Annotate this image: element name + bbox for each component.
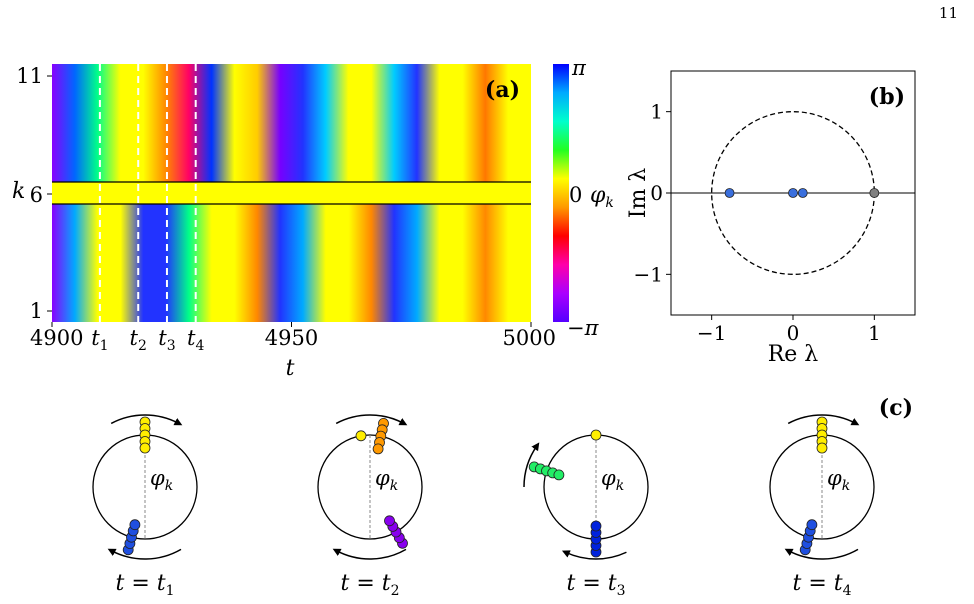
snapshot-caption: t = t2 xyxy=(340,571,399,599)
marked-time-labels: t1 t2 t3 t4 xyxy=(91,326,204,354)
colorbar-tick-minus-pi: −π xyxy=(567,316,600,340)
panel-c-snapshots: (c) φk t = t1 φk t = t2 φk t = t3 φk t = t4 xyxy=(92,395,913,599)
marked-time-lines xyxy=(98,64,197,322)
panel-c-label: (c) xyxy=(879,395,913,421)
panel-a-heatmap: (a) 11 6 1 k 4900 4950 5000 t1 t2 t3 t4 t π 0… xyxy=(12,56,614,381)
marked-time-label-2: t2 xyxy=(130,326,147,354)
b-xtick-label-1: 0 xyxy=(787,321,800,345)
snapshot-2: φk t = t2 xyxy=(317,414,423,599)
oscillator-2-1 xyxy=(806,519,818,531)
panel-b-content xyxy=(671,111,915,275)
b-ytick-label-0: 1 xyxy=(650,100,663,124)
rotation-arrow-2 xyxy=(561,550,627,560)
rotation-arrow-2 xyxy=(332,548,407,560)
colorbar-label: φk xyxy=(590,183,614,211)
panel-a-label: (a) xyxy=(485,77,520,103)
oscillator-2-1 xyxy=(129,519,141,531)
ytick-11: 11 xyxy=(16,64,43,88)
marked-time-label-3: t3 xyxy=(158,326,175,354)
oscillator-3-1 xyxy=(384,515,395,527)
b-ytick-label-2: −1 xyxy=(634,262,663,286)
snapshot-1: φk t = t1 xyxy=(92,414,198,599)
eigenvalue-point-3 xyxy=(797,188,808,198)
colorbar xyxy=(553,64,569,322)
eigenvalue-point-4 xyxy=(869,188,880,198)
snapshot-3: φk t = t3 xyxy=(523,429,649,599)
oscillator-1-1 xyxy=(139,442,151,454)
xtick-label-1: 4950 xyxy=(265,326,318,350)
rotation-arrow-1 xyxy=(335,414,408,426)
rotation-arrow-1 xyxy=(523,442,540,488)
angle-label: φk xyxy=(827,466,850,494)
rotation-arrow-1 xyxy=(110,414,183,426)
colorbar-tick-pi: π xyxy=(571,56,587,80)
rotation-arrow-2 xyxy=(107,548,182,560)
eigenvalue-point-1 xyxy=(724,188,735,198)
eigenvalue-point-2 xyxy=(788,188,798,198)
oscillator-1-1 xyxy=(355,430,367,442)
oscillator-2-1 xyxy=(553,469,565,481)
oscillator-1-1 xyxy=(816,442,828,454)
upper-band xyxy=(52,64,531,182)
marked-time-label-4: t4 xyxy=(187,326,204,354)
snapshot-caption: t = t3 xyxy=(566,571,625,599)
rotation-arrow-1 xyxy=(787,414,860,426)
panel-a-xticks: 4900 4950 5000 xyxy=(30,322,556,350)
panel-a-xlabel: t xyxy=(286,356,295,381)
snapshot-group: φk t = t1 φk t = t2 φk t = t3 φk t = t4 xyxy=(92,414,875,599)
panel-b-ylabel: Im λ xyxy=(626,168,651,219)
b-xtick-label-0: −1 xyxy=(697,321,726,345)
b-ytick-label-1: 0 xyxy=(650,181,663,205)
ytick-6: 6 xyxy=(30,183,43,207)
lower-band xyxy=(52,204,531,322)
marked-time-label-1: t1 xyxy=(91,326,108,354)
page-number: 11 xyxy=(939,4,958,22)
xtick-label-2: 5000 xyxy=(503,326,556,350)
angle-label: φk xyxy=(601,466,624,494)
oscillator-2-1 xyxy=(372,443,384,455)
panel-a-ylabel: k xyxy=(12,179,25,204)
snapshot-caption: t = t1 xyxy=(115,571,174,599)
colorbar-tick-zero: 0 xyxy=(569,183,582,207)
panel-b-ticks: −1 0 1 1 0 −1 xyxy=(634,100,881,345)
xtick-label-0: 4900 xyxy=(30,326,83,350)
angle-label: φk xyxy=(375,466,398,494)
ytick-1: 1 xyxy=(30,299,43,323)
panel-b-eigenvalues: (b) −1 0 1 1 0 −1 Re λ Im λ xyxy=(626,70,916,367)
panel-b-label: (b) xyxy=(869,84,905,110)
rotation-arrow-2 xyxy=(784,548,859,560)
angle-label: φk xyxy=(150,466,173,494)
b-xtick-label-2: 1 xyxy=(868,321,881,345)
snapshot-caption: t = t4 xyxy=(792,571,851,599)
middle-band xyxy=(52,182,531,204)
oscillator-3-1 xyxy=(590,520,602,532)
snapshot-4: φk t = t4 xyxy=(769,414,875,599)
panel-b-xlabel: Re λ xyxy=(768,342,819,367)
oscillator-1-1 xyxy=(590,429,602,441)
